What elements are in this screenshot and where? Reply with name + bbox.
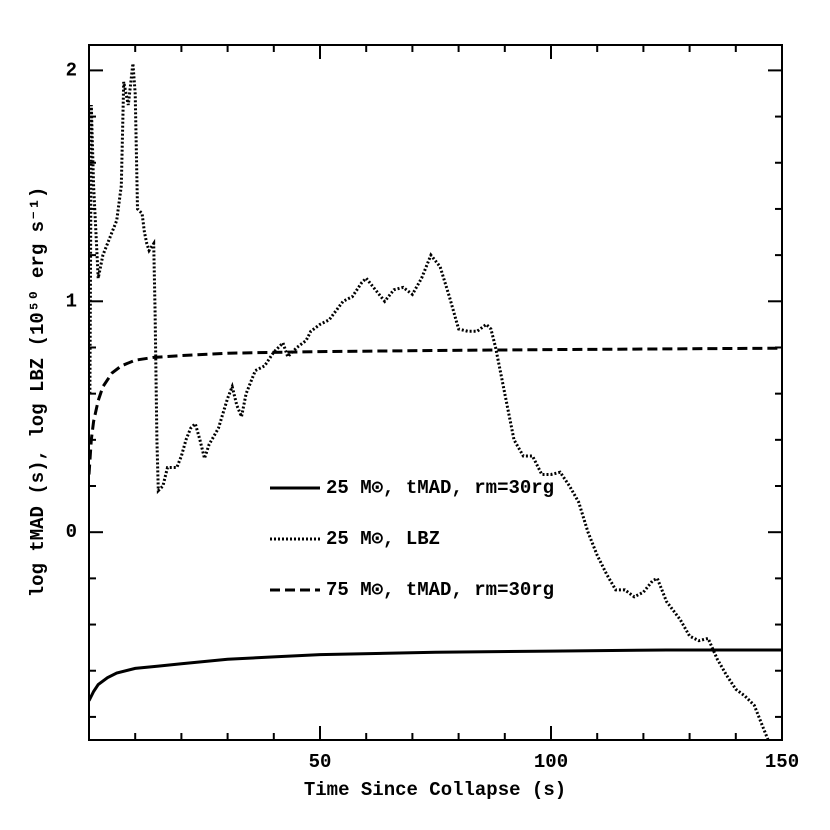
plot-frame (88, 44, 783, 741)
series-line (89, 346, 782, 475)
legend-label: 25 M⊙, tMAD, rm=30rg (326, 477, 554, 499)
series-line (89, 648, 782, 702)
y-tick-label: 1 (66, 290, 77, 312)
x-axis-label: Time Since Collapse (s) (304, 779, 566, 801)
legend-label: 25 M⊙, LBZ (326, 528, 440, 550)
y-tick-label: 0 (66, 521, 77, 543)
x-tick-label: 150 (765, 751, 799, 773)
x-tick-label: 50 (309, 751, 332, 773)
x-tick-label: 100 (534, 751, 568, 773)
y-axis-label: log tMAD (s), log LBZ (10⁵⁰ erg s⁻¹) (27, 187, 49, 598)
y-tick-label: 2 (66, 59, 77, 81)
legend-label: 75 M⊙, tMAD, rm=30rg (326, 579, 554, 601)
series-line (89, 63, 770, 740)
